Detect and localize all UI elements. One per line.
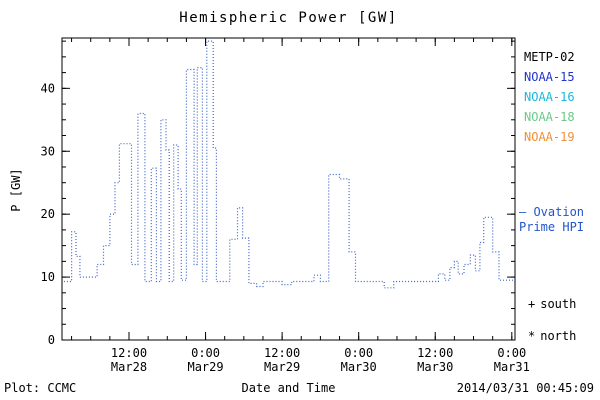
x-tick-time-label: 0:00 (497, 346, 526, 360)
x-tick-time-label: 12:00 (417, 346, 453, 360)
x-tick-time-label: 12:00 (264, 346, 300, 360)
x-tick-time-label: 0:00 (344, 346, 373, 360)
x-tick-time-label: 0:00 (191, 346, 220, 360)
x-axis-label: Date and Time (241, 381, 336, 395)
ovation-annotation-line1: — Ovation (519, 205, 585, 219)
y-tick-label: 20 (41, 207, 55, 221)
legend-item-noaa16: NOAA-16 (524, 90, 575, 104)
x-tick-date-label: Mar30 (341, 360, 377, 374)
y-tick-label: 0 (48, 333, 55, 347)
ovation-annotation-line2: Prime HPI (519, 220, 585, 234)
legend-item-noaa18: NOAA-18 (524, 110, 575, 124)
x-tick-date-label: Mar28 (111, 360, 147, 374)
legend-item-noaa19: NOAA-19 (524, 130, 575, 144)
north-marker-legend: * north (528, 329, 576, 343)
ovation-prime-hpi-annotation: — Ovation Prime HPI (519, 205, 584, 235)
series-line-ovation-prime-hpi (63, 40, 515, 289)
plot-frame (61, 37, 516, 341)
north-marker-label: north (540, 329, 577, 343)
south-marker-label: south (540, 297, 577, 311)
x-tick-date-label: Mar29 (187, 360, 223, 374)
y-axis-label: P [GW] (9, 168, 23, 212)
y-tick-label: 10 (41, 270, 55, 284)
x-tick-date-label: Mar31 (494, 360, 530, 374)
legend-item-metp02: METP-02 (524, 50, 575, 64)
plot-timestamp: 2014/03/31 00:45:09 (456, 381, 594, 395)
south-marker-legend: + south (528, 297, 576, 311)
satellite-legend: METP-02 NOAA-15 NOAA-16 NOAA-18 NOAA-19 (524, 47, 575, 147)
y-tick-label: 30 (41, 144, 55, 158)
x-tick-date-label: Mar29 (264, 360, 300, 374)
chart-title: Hemispheric Power [GW] (179, 10, 398, 26)
y-tick-label: 40 (41, 81, 55, 95)
plus-marker-icon: + (528, 297, 536, 311)
x-tick-time-label: 12:00 (111, 346, 147, 360)
legend-item-noaa15: NOAA-15 (524, 70, 575, 84)
plot-credit: Plot: CCMC (4, 381, 77, 395)
x-tick-date-label: Mar30 (417, 360, 453, 374)
asterisk-marker-icon: * (528, 329, 536, 343)
